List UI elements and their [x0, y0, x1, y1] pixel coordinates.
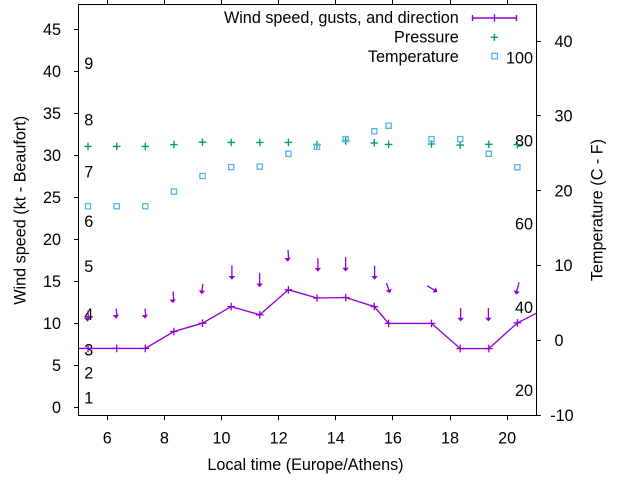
svg-text:20: 20 — [498, 429, 516, 447]
svg-text:60: 60 — [515, 216, 533, 234]
svg-text:6: 6 — [84, 213, 93, 231]
svg-text:45: 45 — [43, 21, 61, 39]
svg-text:40: 40 — [515, 299, 533, 317]
svg-text:Local time (Europe/Athens): Local time (Europe/Athens) — [207, 456, 403, 474]
svg-text:Wind speed (kt - Beaufort): Wind speed (kt - Beaufort) — [11, 116, 29, 305]
svg-text:9: 9 — [84, 55, 93, 73]
svg-text:40: 40 — [43, 63, 61, 81]
svg-text:8: 8 — [160, 429, 169, 447]
svg-text:20: 20 — [43, 231, 61, 249]
svg-text:35: 35 — [43, 105, 61, 123]
svg-text:3: 3 — [84, 341, 93, 359]
svg-text:5: 5 — [84, 258, 93, 276]
svg-text:10: 10 — [555, 257, 573, 275]
svg-text:Pressure: Pressure — [394, 29, 459, 47]
svg-text:100: 100 — [506, 50, 533, 68]
svg-text:Temperature (C - F): Temperature (C - F) — [589, 139, 607, 281]
svg-text:15: 15 — [43, 273, 61, 291]
svg-text:Wind speed, gusts, and directi: Wind speed, gusts, and direction — [224, 9, 459, 27]
svg-text:80: 80 — [515, 133, 533, 151]
svg-text:5: 5 — [52, 357, 61, 375]
svg-text:14: 14 — [327, 429, 345, 447]
svg-text:10: 10 — [43, 315, 61, 333]
svg-text:Temperature: Temperature — [368, 48, 459, 66]
svg-text:20: 20 — [555, 182, 573, 200]
svg-text:1: 1 — [84, 389, 93, 407]
svg-text:20: 20 — [515, 382, 533, 400]
svg-text:6: 6 — [103, 429, 112, 447]
svg-text:30: 30 — [43, 147, 61, 165]
svg-text:25: 25 — [43, 189, 61, 207]
svg-text:30: 30 — [555, 108, 573, 126]
svg-text:10: 10 — [213, 429, 231, 447]
svg-text:16: 16 — [384, 429, 402, 447]
svg-text:40: 40 — [555, 33, 573, 51]
svg-text:18: 18 — [441, 429, 459, 447]
svg-text:-10: -10 — [550, 407, 573, 425]
svg-text:0: 0 — [52, 399, 61, 417]
svg-text:2: 2 — [84, 364, 93, 382]
svg-text:0: 0 — [555, 332, 564, 350]
svg-text:8: 8 — [84, 111, 93, 129]
svg-text:7: 7 — [84, 163, 93, 181]
svg-text:12: 12 — [270, 429, 288, 447]
